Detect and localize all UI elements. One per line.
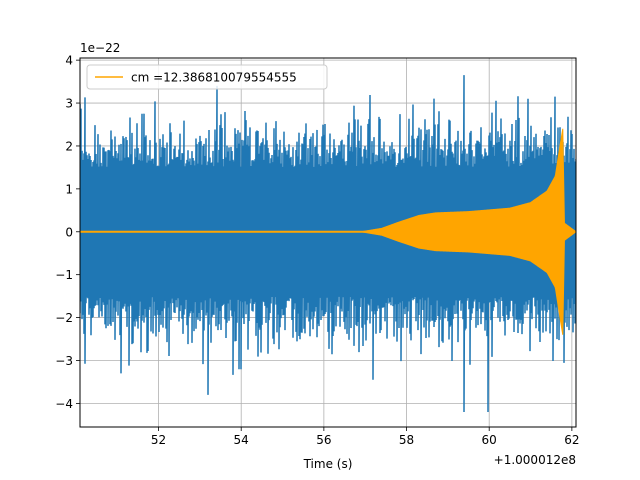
x-tick-label: 58 [399, 433, 414, 447]
x-offset-label: +1.000012e8 [494, 453, 576, 467]
y-scale-label: 1e−22 [80, 41, 120, 55]
x-axis: 52 54 56 58 60 62 [151, 427, 580, 447]
y-tick-label: −4 [55, 397, 73, 411]
x-tick-label: 60 [482, 433, 497, 447]
y-tick-label: −1 [55, 268, 73, 282]
y-axis: −4 −3 −2 −1 0 1 2 3 4 [55, 54, 80, 411]
x-tick-label: 62 [564, 433, 579, 447]
plot-area [80, 75, 576, 412]
x-tick-label: 56 [316, 433, 331, 447]
y-tick-label: 4 [65, 54, 73, 68]
legend-label: cm =12.386810079554555 [131, 71, 297, 85]
y-tick-label: 3 [65, 97, 73, 111]
y-tick-label: 0 [65, 225, 73, 239]
legend: cm =12.386810079554555 [86, 64, 328, 90]
axes-frame [79, 57, 577, 428]
legend-box [86, 64, 328, 90]
y-tick-label: −2 [55, 311, 73, 325]
x-axis-label: Time (s) [303, 457, 353, 471]
x-tick-label: 54 [234, 433, 249, 447]
y-tick-label: 1 [65, 182, 73, 196]
y-tick-label: −3 [55, 354, 73, 368]
y-tick-label: 2 [65, 139, 73, 153]
x-tick-label: 52 [151, 433, 166, 447]
